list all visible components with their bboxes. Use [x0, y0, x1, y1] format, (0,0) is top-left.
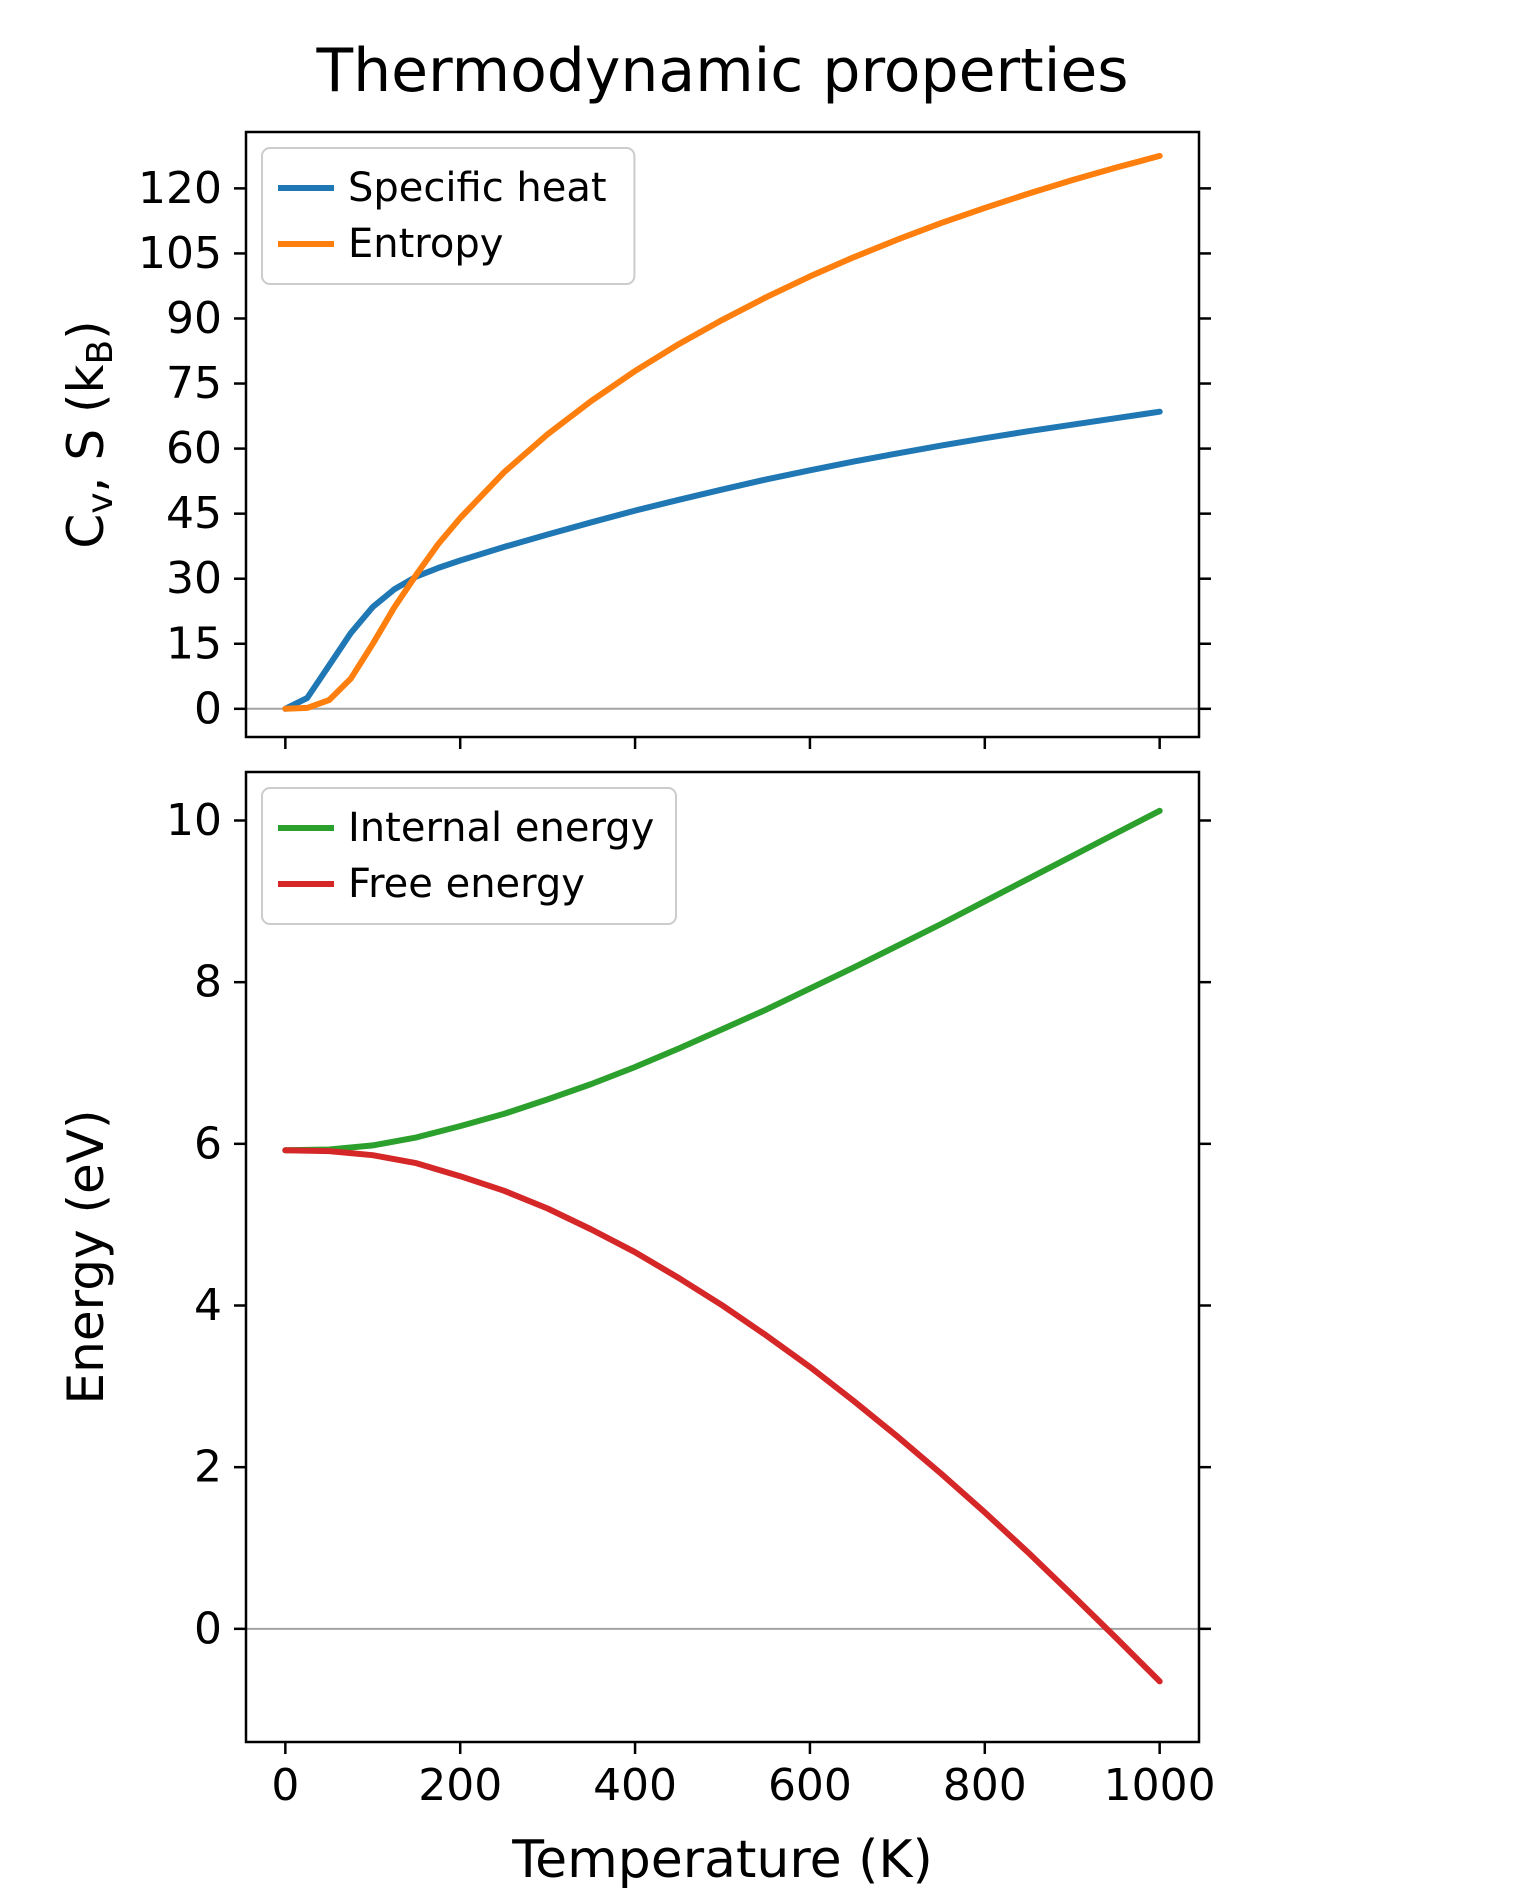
x-tick-label: 200: [418, 1760, 502, 1811]
x-tick-label: 0: [271, 1760, 299, 1811]
free-energy-line: [282, 1147, 1163, 1685]
specific-heat-line: [282, 408, 1163, 712]
legend: Specific heat Entropy: [261, 147, 636, 285]
x-tick-label: 600: [768, 1760, 852, 1811]
axes-frame: [244, 770, 1201, 1744]
y-tick-label: 90: [166, 293, 222, 344]
y-tick-label: 4: [194, 1280, 222, 1331]
y-tick-label: 8: [194, 957, 222, 1008]
x-tick-label: 1000: [1104, 1760, 1216, 1811]
specific-heat-legend-label: Specific heat: [348, 165, 607, 211]
y-tick-label: 6: [194, 1118, 222, 1169]
entropy-legend-label: Entropy: [348, 221, 503, 267]
y-tick-label: 120: [138, 163, 222, 214]
chart-0: 0 15 30 45 60 75 90 105 120 Cv, S (kB) Specific he…: [57, 130, 1211, 749]
internal-energy-legend-label: Internal energy: [348, 805, 654, 851]
chart-1: 0 200 400 600 800 1000 0 2 4 6 8 10 Energy (eV) Inter…: [57, 770, 1216, 1811]
entropy-line: [282, 152, 1163, 712]
y-tick-label: 15: [166, 618, 222, 669]
y-axis-label: Cv, S (kB): [57, 320, 121, 548]
legend: Internal energy Free energy: [261, 787, 677, 925]
y-tick-label: 0: [194, 1603, 222, 1654]
axes-frame: [244, 130, 1201, 739]
y-tick-label: 60: [166, 423, 222, 474]
x-tick-label: 800: [943, 1760, 1027, 1811]
figure-title: Thermodynamic properties: [316, 36, 1129, 106]
y-tick-label: 75: [166, 358, 222, 409]
y-tick-label: 30: [166, 553, 222, 604]
y-tick-label: 2: [194, 1442, 222, 1493]
x-tick-label: 400: [593, 1760, 677, 1811]
legend-box: [261, 787, 677, 925]
legend-box: [261, 147, 636, 285]
y-tick-label: 10: [166, 795, 222, 846]
x-axis-label: Temperature (K): [512, 1830, 933, 1890]
internal-energy-line: [282, 807, 1163, 1154]
y-tick-label: 0: [194, 683, 222, 734]
y-tick-label: 105: [138, 228, 222, 279]
y-axis-label: Energy (eV): [57, 1110, 115, 1405]
free-energy-legend-label: Free energy: [348, 861, 585, 907]
y-tick-label: 45: [166, 488, 222, 539]
